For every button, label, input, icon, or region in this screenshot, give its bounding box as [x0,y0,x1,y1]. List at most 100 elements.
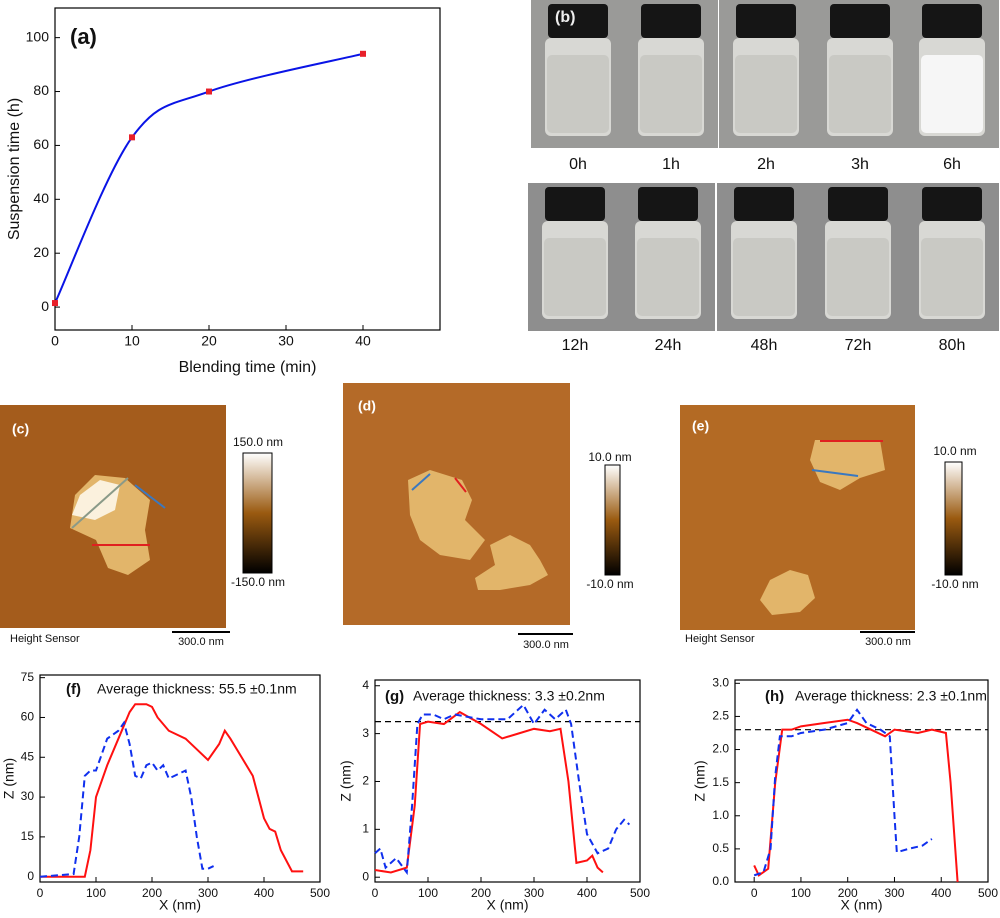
x-tick-label: 300 [524,886,544,900]
data-point [206,88,212,95]
y-tick-label: 0 [41,298,49,314]
panel-label: (d) [358,398,376,414]
vial-cap [922,187,982,221]
data-line [40,703,304,878]
vial-cap [638,187,698,221]
x-tick-label: 500 [310,886,330,900]
data-line [753,718,959,883]
data-line [54,52,364,304]
time-label: 72h [845,337,872,354]
vial-liquid [544,238,606,316]
vial-cap [734,187,794,221]
y-tick-label: 0 [362,869,369,883]
colorbar-min: -10.0 nm [586,577,633,591]
x-axis-label: X (nm) [487,897,529,913]
x-tick-label: 40 [355,333,371,349]
x-tick-label: 400 [577,886,597,900]
data-line [374,703,631,876]
time-label: 48h [751,337,778,354]
x-tick-label: 20 [201,333,217,349]
data-line [753,708,933,877]
x-tick-label: 200 [838,886,858,900]
data-line [374,710,604,874]
profile-line [454,477,467,493]
y-tick-label: 0 [27,869,34,883]
vial-cap [922,4,982,38]
colorbar-min: -150.0 nm [231,575,285,589]
time-label: 6h [943,156,961,173]
afm-panel-d: (d) 10.0 nm -10.0 nm 300.0 nm [343,383,634,651]
y-tick-label: 4 [362,678,369,692]
y-tick-label: 2.0 [712,742,729,756]
y-axis-label: Z (nm) [1,758,17,799]
y-tick-label: 2 [362,774,369,788]
colorbar-max: 150.0 nm [233,435,283,449]
time-label: 2h [757,156,775,173]
x-tick-label: 0 [372,886,379,900]
vial-cap [548,4,608,38]
colorbar-max: 10.0 nm [588,450,631,464]
y-tick-label: 60 [33,136,49,152]
vial-photo [719,0,813,148]
colorbar-max: 10.0 nm [933,444,976,458]
y-tick-label: 80 [33,82,49,98]
x-tick-label: 300 [198,886,218,900]
vial-liquid [733,238,795,316]
panel-label: (h) [765,688,784,705]
flake [810,440,885,490]
plot-frame [39,674,321,883]
afm-panel-e: (e) 10.0 nm -10.0 nm Height Sensor 300.0… [680,405,979,648]
vial-photo [624,0,718,148]
x-tick-label: 30 [278,333,294,349]
vial-cap [641,4,701,38]
vial-liquid [827,238,889,316]
vial-liquid [640,55,702,133]
panel-label: (g) [385,688,404,705]
scale-label: 300.0 nm [523,639,569,651]
y-tick-label: 75 [21,670,35,684]
scale-label: 300.0 nm [178,636,224,648]
panel-label: (f) [66,681,81,698]
profile-line [134,484,166,509]
vial-photo [621,183,715,331]
y-tick-label: 60 [21,710,35,724]
x-tick-label: 200 [471,886,491,900]
x-axis-label: X (nm) [841,897,883,913]
sensor-label: Height Sensor [10,633,80,645]
vial-photo [905,183,999,331]
flake [475,535,548,590]
flake-top [72,480,120,520]
x-tick-label: 100 [86,886,106,900]
y-tick-label: 30 [21,789,35,803]
panel-label: (e) [692,418,709,434]
y-tick-label: 1.5 [712,775,729,789]
y-tick-label: 20 [33,244,49,260]
y-tick-label: 0.5 [712,841,729,855]
data-line [39,720,215,878]
x-tick-label: 200 [142,886,162,900]
annotation: Average thickness: 55.5 ±0.1nm [97,681,297,697]
flake [408,470,485,560]
vial-cap [828,187,888,221]
vial-photo [531,0,625,148]
vial-liquid [921,238,983,316]
x-axis-label: X (nm) [159,897,201,913]
y-tick-label: 2.5 [712,709,729,723]
colorbar-min: -10.0 nm [931,577,978,591]
profile-line [71,477,129,529]
vial-photo [717,183,811,331]
plot-frame [54,7,441,331]
x-tick-label: 500 [630,886,650,900]
x-tick-label: 0 [751,886,758,900]
scale-label: 300.0 nm [865,636,911,648]
data-point [129,134,135,141]
x-tick-label: 100 [791,886,811,900]
y-tick-label: 15 [21,829,35,843]
time-label: 3h [851,156,869,173]
x-axis-label: Blending time (min) [179,359,317,376]
sensor-label: Height Sensor [685,633,755,645]
y-tick-label: 45 [21,749,35,763]
vial-liquid [829,55,891,133]
vial-photo [811,183,905,331]
plot-frame [374,679,641,883]
